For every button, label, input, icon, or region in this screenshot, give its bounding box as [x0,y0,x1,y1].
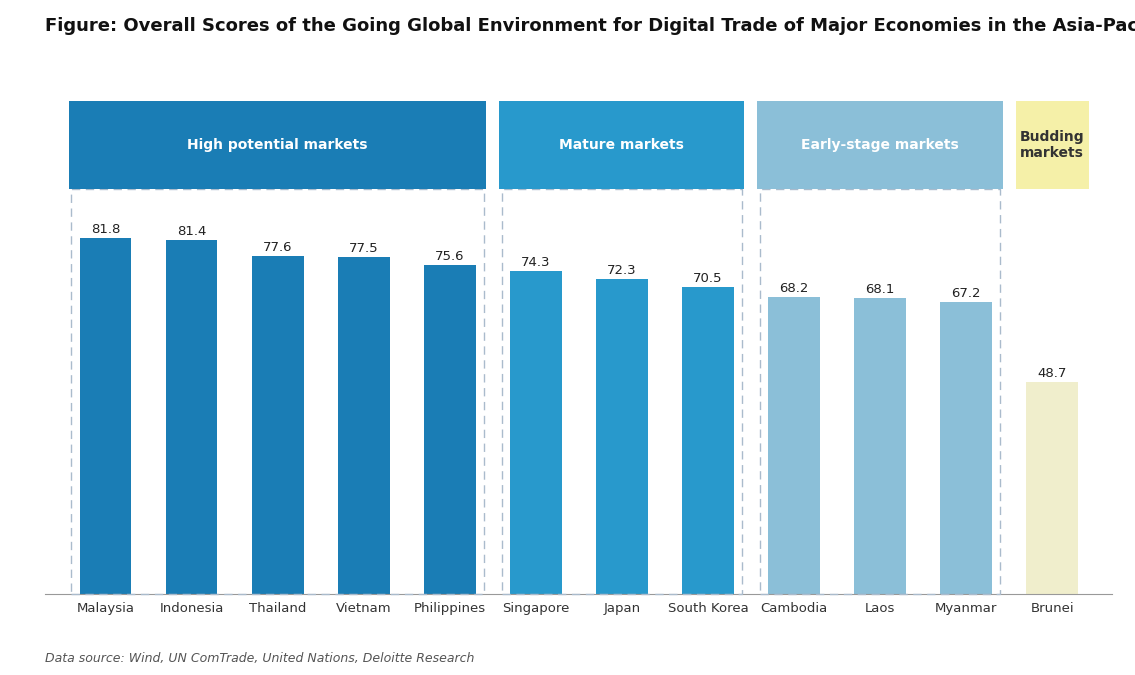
Bar [940,302,992,594]
Bar [855,298,906,594]
Text: Data source: Wind, UN ComTrade, United Nations, Deloitte Research: Data source: Wind, UN ComTrade, United N… [45,652,474,665]
Text: 68.1: 68.1 [865,283,894,296]
Bar [166,240,218,594]
Bar [768,297,819,594]
Bar [338,257,389,594]
Bar [1026,382,1078,594]
Text: 74.3: 74.3 [521,256,550,269]
Bar [510,271,562,594]
Bar [79,238,132,594]
Text: 70.5: 70.5 [693,272,723,285]
Bar [682,288,733,594]
Text: Mature markets: Mature markets [560,138,684,152]
Text: Figure: Overall Scores of the Going Global Environment for Digital Trade of Majo: Figure: Overall Scores of the Going Glob… [45,17,1135,35]
Text: 81.8: 81.8 [91,223,120,236]
Bar [252,256,303,594]
Text: Budding
markets: Budding markets [1019,130,1084,160]
Text: High potential markets: High potential markets [187,138,368,152]
Text: Early-stage markets: Early-stage markets [801,138,959,152]
Text: 77.6: 77.6 [263,241,293,254]
Text: 68.2: 68.2 [780,282,808,295]
Text: 48.7: 48.7 [1037,367,1067,380]
Bar [596,279,648,594]
Text: 75.6: 75.6 [435,250,464,263]
Text: 72.3: 72.3 [607,265,637,277]
Text: 67.2: 67.2 [951,286,981,300]
Bar [424,265,476,594]
Text: 77.5: 77.5 [348,242,379,254]
Text: 81.4: 81.4 [177,225,207,238]
